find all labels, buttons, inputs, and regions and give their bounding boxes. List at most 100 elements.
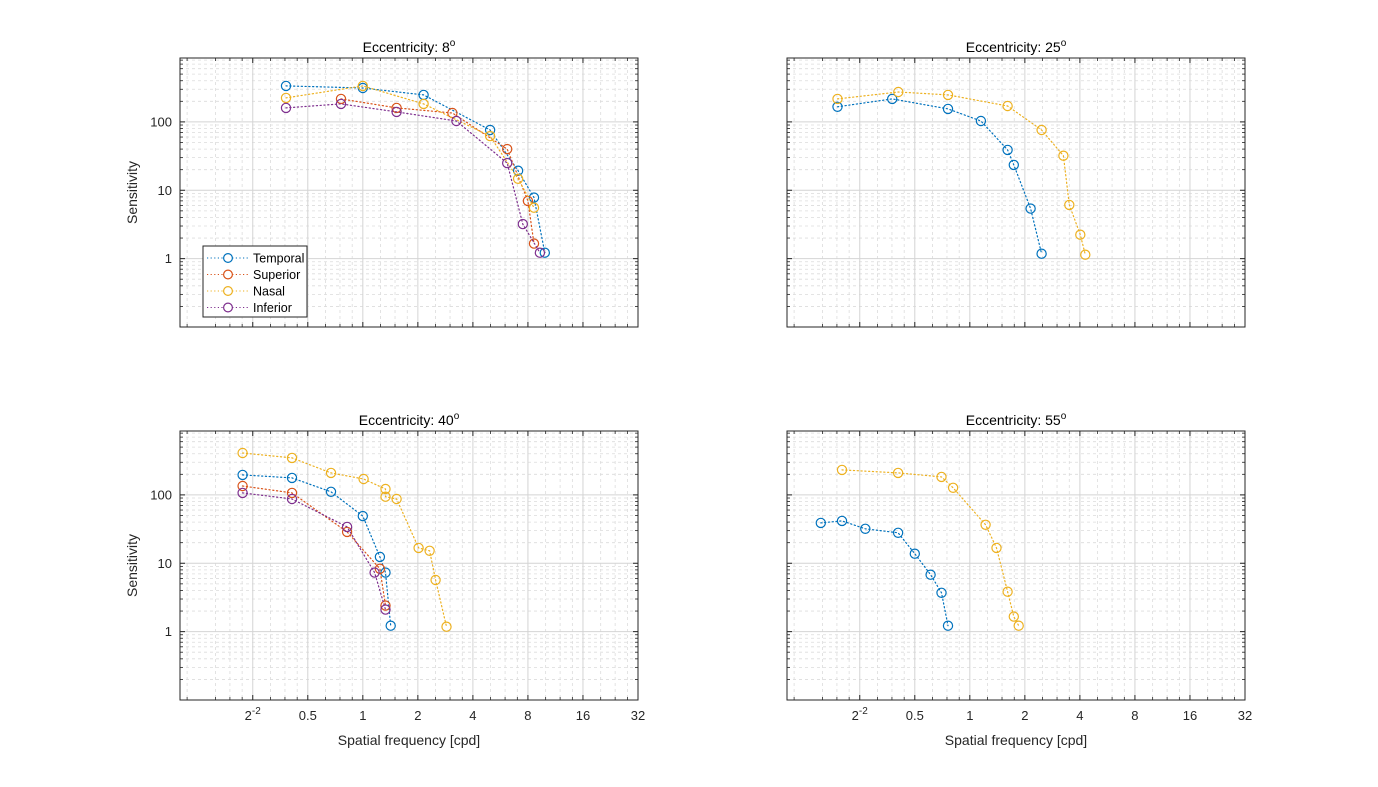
ticks: 1 10 100: [150, 58, 639, 327]
data-point-nasal: [430, 574, 441, 586]
x-tick-label: 1: [359, 708, 366, 723]
data-point-superior: [286, 487, 298, 499]
data-point-nasal: [892, 467, 904, 479]
data-point-inferior: [369, 567, 380, 578]
legend-label: Temporal: [253, 251, 304, 265]
data-point-inferior: [502, 157, 513, 169]
series-nasal: [237, 447, 452, 632]
x-axis-label: Spatial frequency [cpd]: [338, 732, 480, 748]
grid: [180, 431, 639, 700]
data-point-nasal: [1064, 199, 1075, 211]
series-line-nasal: [841, 469, 1020, 627]
data-point-temporal: [539, 247, 551, 258]
legend-marker-circle-icon: [223, 286, 234, 297]
legend-marker-circle-icon: [223, 302, 234, 313]
series-inferior: [237, 487, 391, 615]
data-point-superior: [380, 600, 391, 611]
series: [832, 86, 1091, 260]
grid: [787, 431, 1246, 700]
ticks: 2-2 0.5 1 2 4 8 16 32 1 10 100: [150, 431, 645, 723]
data-point-temporal: [815, 517, 827, 529]
series-nasal: [280, 80, 540, 213]
x-tick-label: 4: [1076, 708, 1083, 723]
data-point-nasal: [947, 482, 959, 493]
y-axis-label: Sensitivity: [124, 161, 140, 224]
data-point-nasal: [418, 98, 429, 110]
legend-item-inferior[interactable]: Inferior: [207, 301, 292, 315]
x-tick-label: 1: [966, 708, 973, 723]
data-point-nasal: [380, 483, 391, 495]
data-point-superior: [237, 480, 248, 492]
series: [237, 447, 452, 632]
x-tick-label: 16: [576, 708, 590, 723]
data-point-temporal: [836, 515, 848, 527]
series-line-inferior: [285, 103, 541, 254]
data-point-superior: [528, 238, 540, 249]
data-point-temporal: [887, 93, 898, 105]
data-point-nasal: [424, 545, 435, 557]
data-point-temporal: [925, 569, 936, 580]
x-tick-label: 2-2: [245, 706, 262, 723]
data-point-nasal: [832, 93, 843, 105]
data-point-nasal: [936, 471, 947, 483]
data-point-nasal: [237, 447, 248, 459]
series-line-nasal: [242, 452, 448, 628]
data-point-temporal: [860, 523, 871, 535]
x-tick-label: 2: [1021, 708, 1028, 723]
data-point-nasal: [413, 542, 424, 554]
data-point-nasal: [286, 452, 298, 464]
legend-item-nasal[interactable]: Nasal: [207, 284, 285, 298]
data-point-nasal: [1080, 249, 1091, 260]
data-point-nasal: [280, 92, 292, 104]
data-point-temporal: [286, 472, 298, 484]
data-point-inferior: [380, 604, 391, 615]
data-point-temporal: [942, 103, 954, 115]
y-tick-label: 100: [150, 487, 172, 502]
series-temporal: [832, 93, 1047, 259]
data-point-nasal: [441, 621, 452, 632]
data-point-nasal: [1036, 124, 1047, 136]
ticks: 2-2 0.5 1 2 4 8 16 32: [787, 431, 1252, 723]
series-nasal: [832, 86, 1091, 260]
axes-box: [179, 57, 639, 328]
subplot-ecc-8: 1 10 100 Eccentricity: 8o Sensitivity Temp…: [124, 38, 639, 328]
data-point-temporal: [832, 101, 843, 113]
data-point-nasal: [1013, 620, 1024, 631]
x-tick-label: 8: [1131, 708, 1138, 723]
series-line-temporal: [836, 98, 1043, 255]
data-point-nasal: [1008, 611, 1020, 622]
subplot-title: Eccentricity: 8o: [363, 38, 456, 55]
data-point-nasal: [325, 467, 337, 479]
legend-item-superior[interactable]: Superior: [207, 268, 300, 282]
ticks: [787, 58, 1246, 327]
data-point-nasal: [358, 473, 369, 485]
data-point-nasal: [1058, 150, 1069, 161]
series: [815, 464, 1024, 631]
data-point-nasal: [980, 519, 991, 531]
series-temporal: [237, 469, 396, 631]
data-point-inferior: [341, 521, 353, 533]
series-inferior: [280, 98, 546, 258]
subplot-title: Eccentricity: 40o: [359, 411, 460, 428]
data-point-nasal: [528, 202, 540, 213]
data-point-superior: [374, 563, 386, 575]
legend-label: Inferior: [253, 301, 292, 315]
data-point-nasal: [1075, 229, 1086, 240]
data-point-temporal: [942, 620, 954, 631]
series-temporal: [280, 80, 551, 258]
data-point-inferior: [280, 102, 292, 114]
data-point-nasal: [380, 491, 391, 502]
data-point-temporal: [484, 124, 496, 136]
data-point-temporal: [975, 115, 987, 127]
legend-item-temporal[interactable]: Temporal: [207, 251, 304, 265]
legend[interactable]: Temporal Superior Nasal Inferior: [202, 245, 308, 318]
series-line-temporal: [285, 85, 546, 254]
data-point-nasal: [484, 130, 496, 142]
data-point-temporal: [237, 469, 248, 481]
x-tick-label: 2: [414, 708, 421, 723]
x-tick-label: 0.5: [299, 708, 317, 723]
y-tick-label: 1: [165, 251, 172, 266]
x-tick-label: 4: [469, 708, 476, 723]
axes-box: [786, 430, 1246, 701]
series-line-nasal: [836, 91, 1086, 256]
